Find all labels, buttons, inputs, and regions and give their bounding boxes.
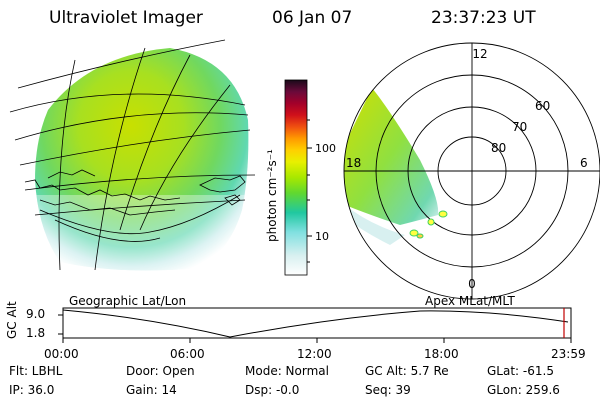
lat-label-60: 60 [535, 99, 550, 113]
colorbar [284, 79, 312, 276]
mlt-label-6: 6 [580, 156, 588, 170]
status-glat: GLat: -61.5 [487, 364, 554, 378]
status-ip: IP: 36.0 [9, 383, 55, 397]
timeline-xtick-0600: 06:00 [170, 347, 205, 361]
colorbar-tick-100: 100 [315, 142, 336, 155]
timeline-y-label: GC Alt [5, 301, 19, 339]
timeline-xtick-1200: 12:00 [297, 347, 332, 361]
status-dsp: Dsp: -0.0 [245, 383, 300, 397]
lat-label-80: 80 [491, 141, 506, 155]
colorbar-unit-label: photon cm⁻²s⁻¹ [265, 149, 279, 242]
timeline-xtick-2359: 23:59 [551, 347, 586, 361]
timeline-xtick-1800: 18:00 [424, 347, 459, 361]
timeline-xtick-0000: 00:00 [44, 347, 79, 361]
status-mode: Mode: Normal [245, 364, 329, 378]
mlt-label-18: 18 [346, 156, 361, 170]
lat-label-70: 70 [512, 120, 527, 134]
status-seq: Seq: 39 [365, 383, 411, 397]
timeline-ytick-1-8: 1.8 [26, 326, 46, 340]
time-label: 23:37:23 UT [431, 8, 536, 28]
mlt-label-0: 0 [468, 277, 476, 291]
polar-plot [343, 42, 600, 300]
status-door: Door: Open [126, 364, 195, 378]
status-gc-alt: GC Alt: 5.7 Re [365, 364, 449, 378]
altitude-timeline [58, 307, 572, 343]
mlt-label-12: 12 [472, 47, 487, 61]
date-label: 06 Jan 07 [272, 8, 353, 28]
earth-image [35, 48, 249, 271]
timeline-ytick-9: 9.0 [26, 307, 46, 321]
status-filter: Flt: LBHL [9, 364, 63, 378]
instrument-title: Ultraviolet Imager [49, 8, 203, 28]
status-gain: Gain: 14 [126, 383, 177, 397]
status-glon: GLon: 259.6 [487, 383, 560, 397]
apex-title: Apex MLat/MLT [425, 294, 515, 308]
coastline [24, 169, 246, 216]
colorbar-tick-10: 10 [315, 230, 329, 243]
geo-latlon-title: Geographic Lat/Lon [69, 294, 187, 308]
